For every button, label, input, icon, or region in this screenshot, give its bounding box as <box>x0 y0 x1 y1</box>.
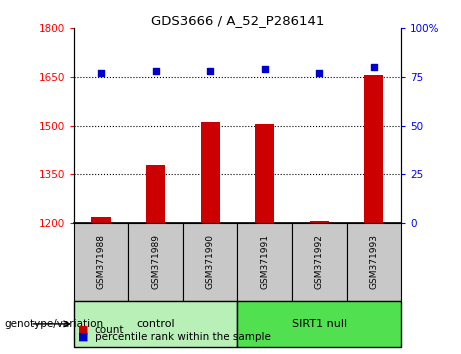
Point <box>207 68 214 74</box>
Text: genotype/variation: genotype/variation <box>5 319 104 329</box>
Bar <box>310 221 329 223</box>
Bar <box>292 223 347 301</box>
Bar <box>255 124 274 223</box>
Text: SIRT1 null: SIRT1 null <box>292 319 347 329</box>
Point <box>152 68 160 74</box>
Bar <box>237 301 401 347</box>
Bar <box>347 223 401 301</box>
Text: count: count <box>95 325 124 335</box>
Bar <box>128 223 183 301</box>
Bar <box>91 217 111 223</box>
Text: GSM371991: GSM371991 <box>260 234 269 290</box>
Text: GSM371992: GSM371992 <box>315 234 324 290</box>
Text: ■: ■ <box>78 325 89 335</box>
Bar <box>201 122 220 223</box>
Text: ■: ■ <box>78 332 89 342</box>
Point <box>97 70 105 76</box>
Text: control: control <box>136 319 175 329</box>
Bar <box>74 223 128 301</box>
Point <box>370 64 378 70</box>
Text: GSM371988: GSM371988 <box>96 234 106 290</box>
Point <box>261 67 268 72</box>
Bar <box>183 223 237 301</box>
Text: GSM371993: GSM371993 <box>369 234 378 290</box>
Bar <box>74 301 237 347</box>
Bar <box>237 223 292 301</box>
Text: GSM371990: GSM371990 <box>206 234 215 290</box>
Title: GDS3666 / A_52_P286141: GDS3666 / A_52_P286141 <box>151 14 324 27</box>
Text: GSM371989: GSM371989 <box>151 234 160 290</box>
Text: percentile rank within the sample: percentile rank within the sample <box>95 332 271 342</box>
Point <box>315 70 323 76</box>
Bar <box>364 75 384 223</box>
Bar <box>146 165 165 223</box>
